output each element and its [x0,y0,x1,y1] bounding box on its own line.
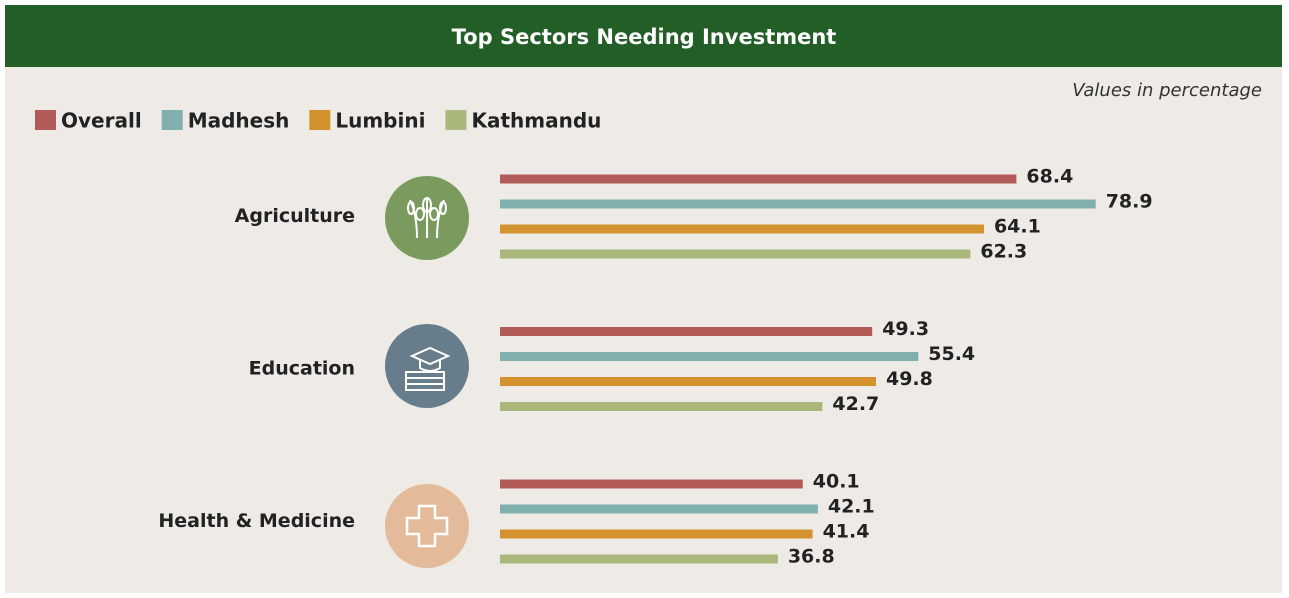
value-label: 62.3 [980,241,1027,263]
education-icon [385,324,469,408]
bar [500,224,984,234]
legend-swatch [161,110,183,130]
category-label: Agriculture [235,205,355,227]
legend-label: Overall [61,109,142,133]
bar [500,504,818,514]
value-label: 42.1 [828,496,875,518]
legend-label: Madhesh [188,109,290,133]
value-label: 41.4 [823,521,870,543]
bar [500,352,919,361]
panel [5,5,1282,593]
bar [500,377,876,386]
bar [500,479,803,489]
bar [500,174,1017,184]
value-label: 36.8 [788,546,835,568]
agriculture-icon [385,176,469,260]
category-label: Education [249,358,355,380]
value-label: 49.3 [882,318,929,340]
category-label: Health & Medicine [158,510,355,532]
bar [500,554,778,564]
bar [500,327,873,336]
legend-swatch [35,110,56,130]
value-label: 68.4 [1026,166,1073,188]
value-label: 55.4 [928,343,975,365]
value-label: 78.9 [1106,191,1153,213]
legend-label: Kathmandu [471,109,601,133]
bar [500,249,971,259]
value-label: 49.8 [886,368,933,390]
bar [500,529,813,539]
value-label: 64.1 [994,216,1041,238]
subtitle: Values in percentage [1072,80,1262,101]
chart-title: Top Sectors Needing Investment [452,25,837,49]
legend-swatch [445,110,467,130]
legend-label: Lumbini [335,109,425,133]
bar [500,199,1096,209]
legend-swatch [309,110,331,130]
value-label: 42.7 [832,393,879,415]
header [5,5,1282,67]
health-icon [385,484,469,568]
bar [500,402,823,411]
value-label: 40.1 [813,471,860,493]
